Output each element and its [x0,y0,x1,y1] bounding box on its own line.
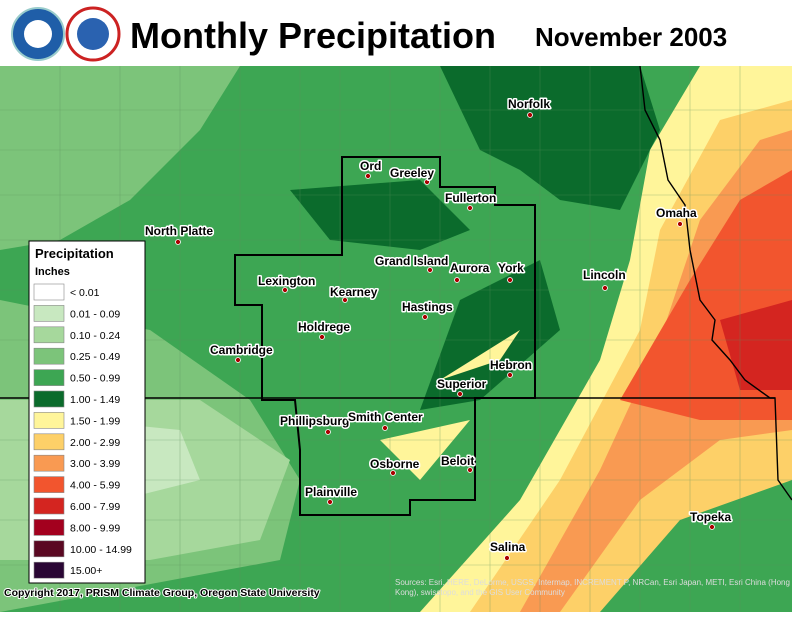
source-box: Sources: Esri, HERE, DeLorme, USGS, Inte… [395,578,790,597]
city-dot [427,267,433,273]
city-dot [467,205,473,211]
title: Monthly Precipitation [130,15,496,56]
legend-label: 0.50 - 0.99 [70,373,120,385]
city-label: York [498,261,524,275]
legend-swatch [33,519,65,536]
city-dot [457,391,463,397]
legend-label: 8.00 - 9.99 [70,522,120,534]
legend-label: 15.00+ [70,565,102,577]
legend-units: Inches [35,266,70,278]
legend-label: 1.50 - 1.99 [70,415,120,427]
legend-label: 4.00 - 5.99 [70,480,120,492]
city-label: Salina [490,540,526,554]
city-label: Hebron [490,358,532,372]
legend-swatch [33,283,65,301]
city-dot [709,524,715,530]
city-label: Holdrege [298,320,350,334]
city-dot [507,277,513,283]
legend-swatch [33,476,65,493]
city-label: Cambridge [210,343,273,357]
legend: Precipitation Inches < 0.01 0.01 - 0.09 0.… [28,240,146,584]
legend-swatch [33,540,65,558]
city-label: Omaha [656,206,697,220]
city-label: Greeley [390,166,434,180]
city-dot [422,314,428,320]
city-label: Plainville [305,485,357,499]
legend-label: 0.25 - 0.49 [70,351,120,363]
legend-label: 0.01 - 0.09 [70,308,120,320]
city-dot [602,285,608,291]
city-dot [390,470,396,476]
city-dot [504,555,510,561]
city-dot [365,173,371,179]
city-dot [507,372,513,378]
legend-title: Precipitation [35,246,114,261]
city-label: Beloit [441,454,474,468]
legend-swatch [33,390,65,408]
legend-label: 10.00 - 14.99 [70,544,132,556]
legend-swatch [33,497,65,515]
copyright: Copyright 2017, PRISM Climate Group, Ore… [4,587,320,599]
city-label: Grand Island [375,254,448,268]
city-dot [175,239,181,245]
city-label: Kearney [330,285,378,299]
city-label: Superior [437,377,487,391]
city-dot [327,499,333,505]
city-dot [467,467,473,473]
legend-swatch [33,433,65,451]
legend-label: 2.00 - 2.99 [70,437,120,449]
legend-swatch [33,369,65,386]
city-label: Smith Center [348,410,423,424]
legend-swatch [33,305,65,322]
city-label: Osborne [370,457,420,471]
city-label: Topeka [690,510,731,524]
legend-entries: < 0.01 0.01 - 0.09 0.10 - 0.24 0.25 - 0.49 0… [33,283,132,579]
legend-swatch [33,561,65,579]
city-dot [325,429,331,435]
city-label: Lexington [258,274,315,288]
city-dot [342,297,348,303]
city-dot [319,334,325,340]
legend-label: < 0.01 [70,287,100,299]
cities: Norfolk Ord Greeley Fullerton North Platte Le… [144,96,733,561]
source: Sources: Esri, HERE, DeLorme, USGS, Inte… [395,578,790,597]
city-label: Norfolk [508,97,550,111]
legend-label: 3.00 - 3.99 [70,458,120,470]
legend-label: 1.00 - 1.49 [70,394,120,406]
city-dot [424,179,430,185]
legend-swatch [33,326,65,344]
city-dot [454,277,460,283]
city-dot [382,425,388,431]
city-label: Aurora [450,261,490,275]
city-label: Lincoln [583,268,626,282]
city-dot [527,112,533,118]
date: November 2003 [535,22,727,52]
city-label: North Platte [145,224,213,238]
city-dot [235,357,241,363]
city-label: Phillipsburg [280,414,349,428]
legend-swatch [33,412,65,429]
city-dot [282,287,288,293]
city-dot [677,221,683,227]
city-label: Fullerton [445,191,496,205]
legend-swatch [33,347,65,365]
city-label: Hastings [402,300,453,314]
legend-label: 6.00 - 7.99 [70,501,120,513]
legend-label: 0.10 - 0.24 [70,330,120,342]
logos [11,6,121,62]
city-label: Ord [360,159,381,173]
legend-swatch [33,454,65,472]
